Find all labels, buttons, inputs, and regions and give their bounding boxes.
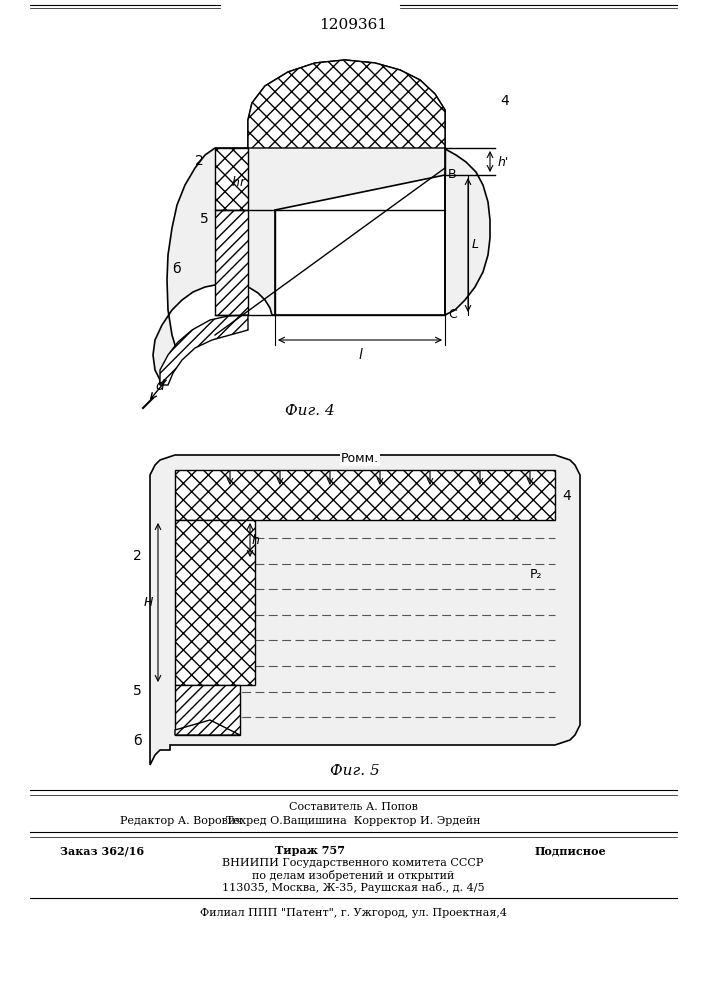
- PathPatch shape: [248, 60, 445, 148]
- Text: Филиал ППП "Патент", г. Ужгород, ул. Проектная,4: Филиал ППП "Патент", г. Ужгород, ул. Про…: [199, 908, 506, 918]
- PathPatch shape: [275, 175, 445, 315]
- Text: 2: 2: [133, 549, 142, 563]
- Text: 4: 4: [500, 94, 509, 108]
- Text: Заказ 362/16: Заказ 362/16: [60, 845, 144, 856]
- PathPatch shape: [175, 470, 555, 520]
- Text: 113035, Москва, Ж-35, Раушская наб., д. 4/5: 113035, Москва, Ж-35, Раушская наб., д. …: [222, 882, 484, 893]
- Text: P₂: P₂: [530, 568, 542, 582]
- Text: Редактор А. Ворович: Редактор А. Ворович: [120, 816, 243, 826]
- Text: 5: 5: [133, 684, 142, 698]
- Text: Ромм.: Ромм.: [341, 452, 379, 465]
- Text: б: б: [134, 734, 142, 748]
- Text: Фиг. 4: Фиг. 4: [285, 404, 335, 418]
- Text: d: d: [155, 379, 164, 393]
- Text: H: H: [144, 596, 153, 609]
- PathPatch shape: [175, 520, 255, 685]
- Text: B: B: [448, 168, 457, 182]
- Text: D: D: [278, 215, 288, 228]
- PathPatch shape: [153, 60, 490, 385]
- PathPatch shape: [160, 315, 248, 385]
- Text: Составитель А. Попов: Составитель А. Попов: [288, 802, 417, 812]
- PathPatch shape: [215, 210, 248, 315]
- PathPatch shape: [175, 685, 240, 735]
- Text: h: h: [232, 176, 240, 188]
- Text: r: r: [240, 176, 245, 188]
- PathPatch shape: [150, 455, 580, 765]
- PathPatch shape: [175, 720, 240, 735]
- Text: по делам изобретений и открытий: по делам изобретений и открытий: [252, 870, 454, 881]
- Text: Тираж 757: Тираж 757: [275, 845, 345, 856]
- PathPatch shape: [215, 148, 248, 210]
- Text: 5: 5: [200, 212, 209, 226]
- Text: h: h: [252, 534, 260, 546]
- Text: Техред О.Ващишина  Корректор И. Эрдейн: Техред О.Ващишина Корректор И. Эрдейн: [226, 816, 480, 826]
- Text: Фиг. 5: Фиг. 5: [330, 764, 380, 778]
- Text: Подписное: Подписное: [534, 845, 606, 856]
- Text: α: α: [285, 263, 293, 276]
- Text: L: L: [472, 238, 479, 251]
- Text: б: б: [172, 262, 180, 276]
- Text: E: E: [278, 299, 286, 312]
- Text: ВНИИПИ Государственного комитета СССР: ВНИИПИ Государственного комитета СССР: [222, 858, 484, 868]
- Text: α: α: [285, 219, 293, 232]
- Text: 4: 4: [562, 489, 571, 503]
- Text: 1209361: 1209361: [319, 18, 387, 32]
- Text: h': h': [498, 155, 509, 168]
- Text: C: C: [448, 308, 457, 322]
- Text: 2: 2: [195, 154, 204, 168]
- Text: l: l: [358, 348, 362, 362]
